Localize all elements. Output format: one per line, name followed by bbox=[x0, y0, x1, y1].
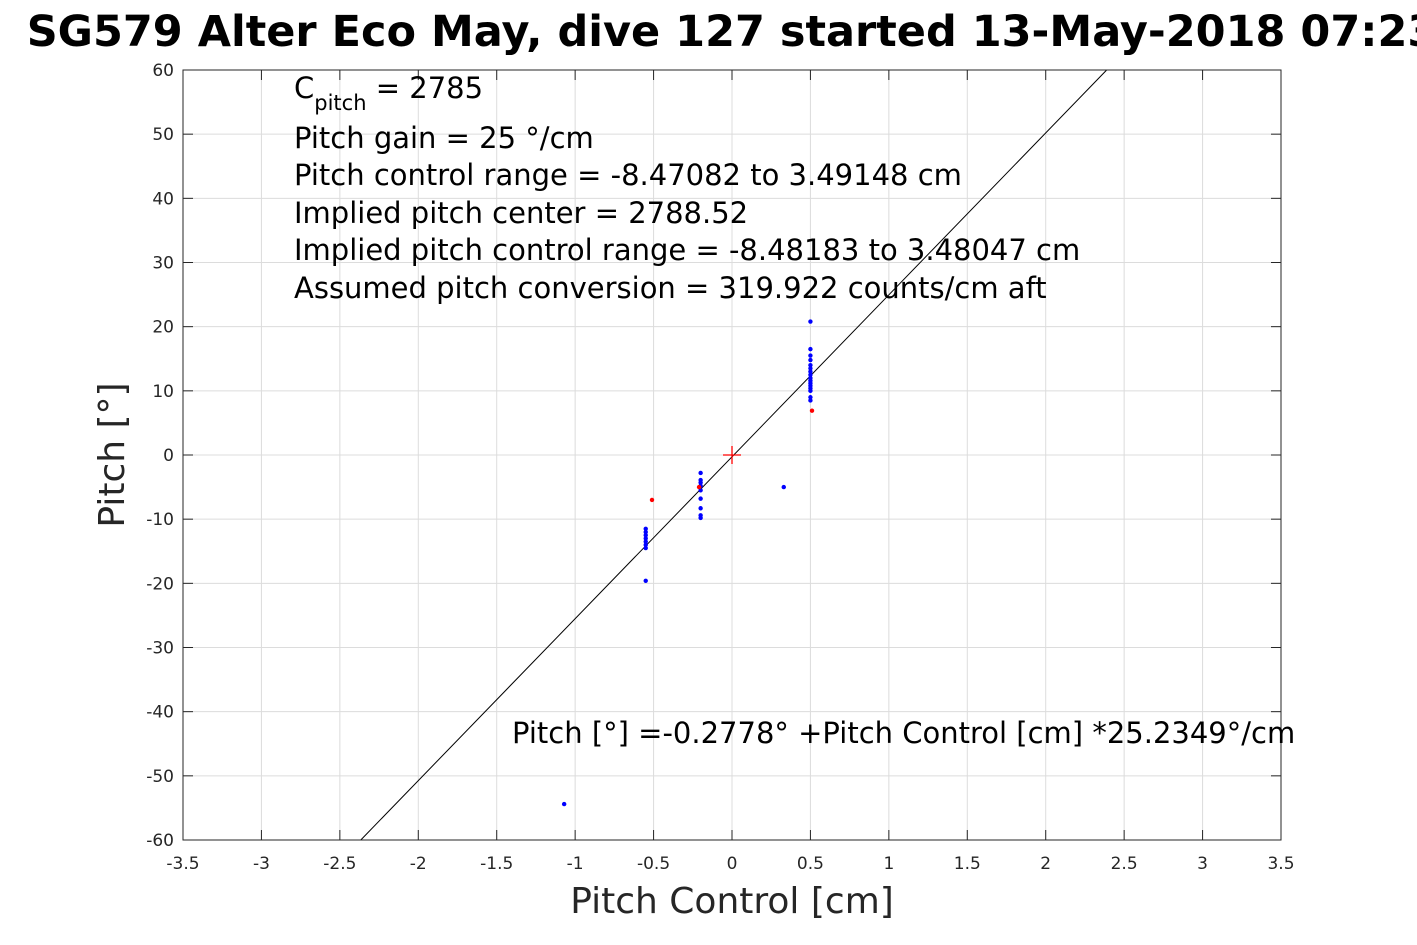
data-point bbox=[808, 346, 813, 352]
x-tick-label: -2.5 bbox=[323, 854, 356, 874]
annotation-c-rest: = 2785 bbox=[367, 71, 484, 105]
data-point bbox=[808, 357, 813, 363]
data-point bbox=[696, 484, 702, 490]
x-tick-labels: -3.5 -3 -2.5 -2 -1.5 -1 -0.5 0 0.5 1 1.5 2 2.5 3 3.5 bbox=[166, 854, 1294, 874]
data-point bbox=[643, 578, 648, 583]
data-point bbox=[643, 542, 648, 548]
data-point bbox=[808, 395, 813, 400]
y-tick-label: -50 bbox=[146, 767, 174, 787]
data-point bbox=[809, 408, 815, 413]
annotation-c-main: C bbox=[294, 71, 314, 105]
x-tick-label: 1.5 bbox=[954, 854, 981, 874]
data-point bbox=[808, 372, 813, 377]
data-point bbox=[808, 362, 813, 368]
center-marker-group bbox=[723, 446, 741, 464]
x-tick-label: 1 bbox=[883, 854, 894, 874]
y-tick-labels: 60 50 40 30 20 10 0 -10 -20 -30 -40 -50 -60 bbox=[146, 61, 174, 851]
data-point bbox=[643, 545, 648, 551]
x-tick-label: -1 bbox=[567, 854, 584, 874]
x-tick-label: -1.5 bbox=[480, 854, 513, 874]
data-point bbox=[808, 353, 813, 358]
y-tick-label: -40 bbox=[146, 703, 174, 723]
x-tick-label: 2.5 bbox=[1111, 854, 1138, 874]
y-axis-label: Pitch [°] bbox=[92, 382, 133, 527]
y-tick-label: 20 bbox=[152, 318, 174, 338]
annotation-c-sub: pitch bbox=[314, 91, 366, 115]
x-tick-label: -0.5 bbox=[637, 854, 670, 874]
data-point bbox=[808, 319, 813, 324]
x-tick-label: 0 bbox=[727, 854, 738, 874]
y-tick-label: 60 bbox=[152, 61, 174, 81]
data-point bbox=[643, 533, 648, 538]
y-tick-label: -10 bbox=[146, 510, 174, 530]
x-axis-label: Pitch Control [cm] bbox=[570, 881, 894, 922]
y-tick-label: 30 bbox=[152, 254, 174, 274]
data-point bbox=[649, 497, 655, 503]
annotation-line-gain: Pitch gain = 25 °/cm bbox=[294, 121, 594, 155]
axis-ticks bbox=[182, 69, 1282, 841]
data-point bbox=[808, 369, 813, 374]
annotation-line-range: Pitch control range = -8.47082 to 3.4914… bbox=[294, 158, 962, 192]
data-point bbox=[643, 539, 648, 544]
x-tick-label: -2 bbox=[410, 854, 427, 874]
y-tick-label: 50 bbox=[152, 125, 174, 145]
annotation-line-conversion: Assumed pitch conversion = 319.922 count… bbox=[294, 271, 1047, 305]
y-tick-label: 0 bbox=[163, 446, 174, 466]
x-tick-label: -3 bbox=[253, 854, 270, 874]
y-tick-label: -20 bbox=[146, 574, 174, 594]
x-tick-label: 3 bbox=[1197, 854, 1208, 874]
data-point bbox=[643, 536, 648, 541]
data-point bbox=[698, 470, 703, 476]
y-tick-label: 10 bbox=[152, 382, 174, 402]
annotation-c-pitch: Cpitch = 2785 bbox=[294, 71, 483, 115]
chart-title: SG579 Alter Eco May, dive 127 started 13… bbox=[27, 7, 1417, 57]
y-tick-label: 40 bbox=[152, 189, 174, 209]
data-point bbox=[698, 515, 703, 521]
x-tick-label: -3.5 bbox=[166, 854, 199, 874]
data-point bbox=[698, 506, 703, 511]
data-point bbox=[561, 801, 567, 807]
y-tick-label: -30 bbox=[146, 639, 174, 659]
fit-equation-label: Pitch [°] =-0.2778° +Pitch Control [cm] … bbox=[512, 716, 1295, 750]
data-point bbox=[643, 526, 648, 531]
data-point bbox=[781, 484, 786, 490]
data-point bbox=[808, 388, 813, 394]
data-point bbox=[698, 480, 703, 485]
data-points bbox=[561, 319, 815, 807]
x-tick-label: 2 bbox=[1040, 854, 1051, 874]
data-point bbox=[643, 529, 648, 535]
annotation-line-center: Implied pitch center = 2788.52 bbox=[294, 196, 748, 230]
data-point bbox=[698, 496, 703, 501]
data-point bbox=[808, 366, 813, 371]
data-point bbox=[808, 398, 813, 403]
x-tick-label: 3.5 bbox=[1267, 854, 1294, 874]
annotation-line-implied-range: Implied pitch control range = -8.48183 t… bbox=[294, 233, 1080, 267]
y-tick-label: -60 bbox=[146, 831, 174, 851]
x-tick-label: 0.5 bbox=[797, 854, 824, 874]
